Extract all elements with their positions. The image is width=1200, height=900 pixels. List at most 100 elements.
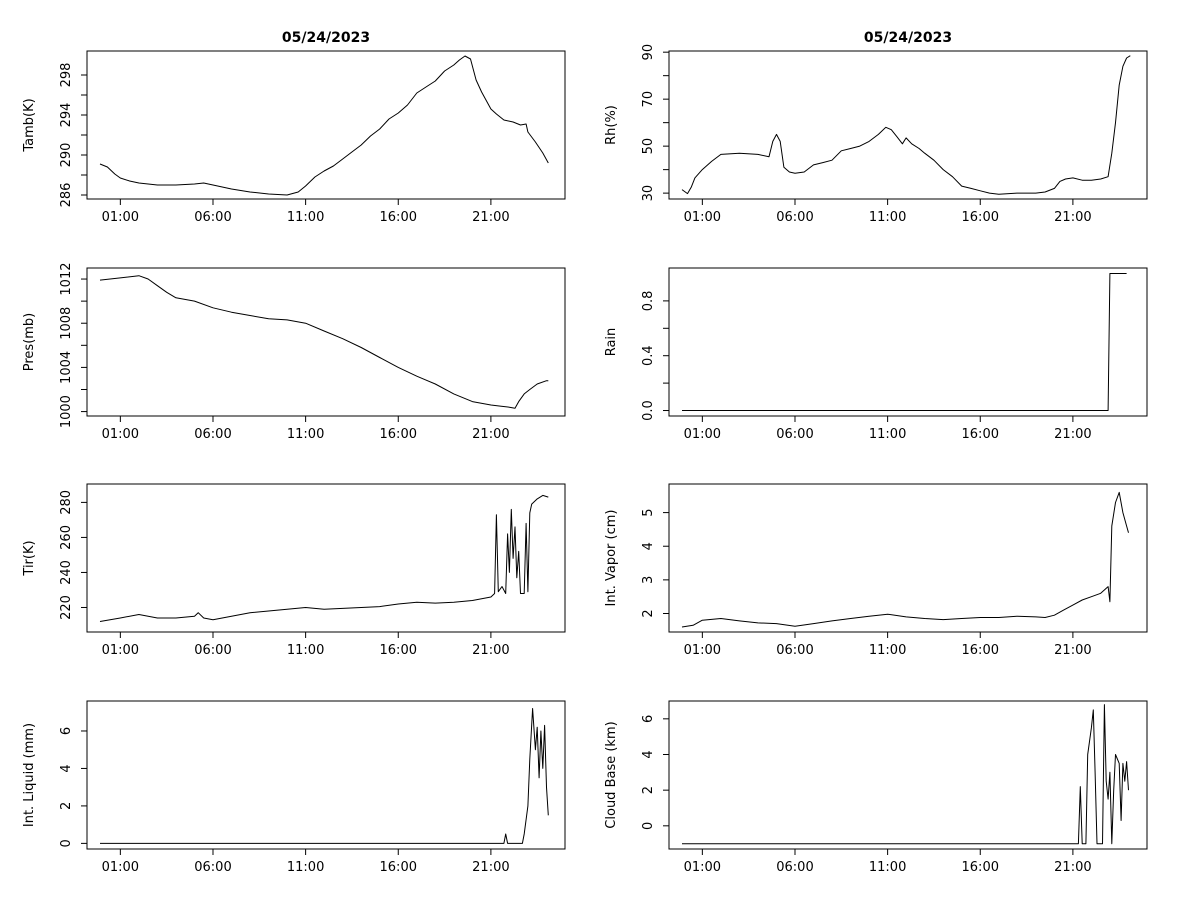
- y-axis-label: Tamb(K): [22, 98, 37, 152]
- x-tick-label: 11:00: [869, 427, 906, 442]
- x-tick-label: 11:00: [869, 860, 906, 875]
- x-tick-label: 11:00: [287, 643, 324, 658]
- plot-frame: [86, 50, 566, 200]
- y-tick-label: 1000: [59, 395, 74, 428]
- x-tick-label: 06:00: [776, 860, 813, 875]
- y-tick-label: 5: [641, 508, 656, 516]
- series-line: [681, 55, 1131, 195]
- y-tick-label: 3: [641, 576, 656, 584]
- x-tick-label: 16:00: [380, 210, 417, 225]
- y-axis-label: Int. Liquid (mm): [22, 723, 37, 827]
- y-axis-label: Rh(%): [604, 105, 619, 145]
- x-tick-label: 11:00: [869, 643, 906, 658]
- y-axis-label: Rain: [604, 328, 619, 357]
- y-tick-label: 50: [641, 138, 656, 155]
- y-tick-label: 1008: [59, 307, 74, 340]
- y-tick-label: 1004: [59, 351, 74, 384]
- x-tick-label: 21:00: [1054, 427, 1091, 442]
- y-tick-label: 4: [59, 764, 74, 772]
- y-axis-label: Int. Vapor (cm): [604, 510, 619, 607]
- y-tick-label: 290: [59, 143, 74, 168]
- x-tick-label: 16:00: [962, 860, 999, 875]
- plot-frame: [668, 267, 1148, 417]
- y-tick-label: 2: [59, 802, 74, 810]
- x-tick-label: 21:00: [472, 427, 509, 442]
- y-tick-label: 280: [59, 490, 74, 515]
- series-line: [681, 491, 1129, 628]
- plot-frame: [86, 483, 566, 633]
- x-tick-label: 11:00: [287, 427, 324, 442]
- series-line: [99, 494, 549, 622]
- y-tick-label: 2: [641, 609, 656, 617]
- y-tick-label: 0.0: [641, 400, 656, 421]
- y-tick-label: 0: [59, 839, 74, 847]
- x-tick-label: 01:00: [102, 860, 139, 875]
- y-tick-label: 0.4: [641, 345, 656, 366]
- y-tick-label: 90: [641, 44, 656, 61]
- panel-2: 05/24/2023 01:00 06:00 11:00 16:00 21:00 30 50 7…: [604, 30, 1148, 225]
- x-tick-label: 11:00: [287, 860, 324, 875]
- x-tick-label: 21:00: [1054, 643, 1091, 658]
- y-tick-label: 1012: [59, 262, 74, 295]
- x-tick-label: 06:00: [776, 427, 813, 442]
- y-tick-label: 260: [59, 525, 74, 550]
- series-line: [99, 55, 549, 196]
- y-axis-label: Cloud Base (km): [604, 721, 619, 828]
- panel-5: 01:00 06:00 11:00 16:00 21:00 220 240 260 280 Tir…: [22, 483, 566, 658]
- x-tick-label: 06:00: [194, 643, 231, 658]
- x-tick-label: 01:00: [684, 643, 721, 658]
- x-tick-label: 21:00: [472, 210, 509, 225]
- x-tick-label: 21:00: [1054, 860, 1091, 875]
- panel-1: 05/24/2023 01:00 06:00 11:00 16:00 21:00 286 29…: [22, 30, 566, 225]
- x-tick-label: 06:00: [194, 860, 231, 875]
- plot-frame: [86, 267, 566, 417]
- panel-title: 05/24/2023: [282, 30, 370, 46]
- x-tick-label: 01:00: [684, 860, 721, 875]
- panel-title: 05/24/2023: [864, 30, 952, 46]
- y-tick-label: 6: [641, 715, 656, 723]
- x-tick-label: 11:00: [869, 210, 906, 225]
- x-tick-label: 21:00: [1054, 210, 1091, 225]
- series-line: [100, 708, 549, 844]
- x-tick-label: 06:00: [776, 210, 813, 225]
- panel-8: 01:00 06:00 11:00 16:00 21:00 0 2 4 6 Cloud Base …: [604, 700, 1148, 875]
- x-tick-label: 16:00: [962, 427, 999, 442]
- x-tick-label: 01:00: [102, 643, 139, 658]
- panel-6: 01:00 06:00 11:00 16:00 21:00 2 3 4 5 Int. Vapor …: [604, 483, 1148, 658]
- y-tick-label: 298: [59, 63, 74, 88]
- plot-frame: [668, 700, 1148, 850]
- x-tick-label: 16:00: [380, 427, 417, 442]
- x-tick-label: 06:00: [194, 427, 231, 442]
- x-tick-label: 16:00: [962, 643, 999, 658]
- plot-frame: [668, 483, 1148, 633]
- x-tick-label: 01:00: [102, 210, 139, 225]
- x-tick-label: 06:00: [194, 210, 231, 225]
- panel-7: 01:00 06:00 11:00 16:00 21:00 0 2 4 6 Int. Liquid…: [22, 700, 566, 875]
- y-tick-label: 0.8: [641, 291, 656, 312]
- y-tick-label: 70: [641, 91, 656, 108]
- y-tick-label: 294: [59, 103, 74, 128]
- series-line: [99, 275, 549, 409]
- plot-frame: [668, 50, 1148, 200]
- y-tick-label: 0: [641, 822, 656, 830]
- y-tick-label: 240: [59, 560, 74, 585]
- y-tick-label: 220: [59, 595, 74, 620]
- y-tick-label: 6: [59, 727, 74, 735]
- x-tick-label: 06:00: [776, 643, 813, 658]
- y-tick-label: 4: [641, 542, 656, 550]
- panel-4: 01:00 06:00 11:00 16:00 21:00 0.0 0.4 0.8 Rain: [604, 267, 1148, 442]
- x-tick-label: 16:00: [962, 210, 999, 225]
- x-tick-label: 01:00: [684, 427, 721, 442]
- y-tick-label: 286: [59, 183, 74, 208]
- x-tick-label: 16:00: [380, 860, 417, 875]
- x-tick-label: 11:00: [287, 210, 324, 225]
- x-tick-label: 01:00: [102, 427, 139, 442]
- x-tick-label: 21:00: [472, 860, 509, 875]
- panel-3: 01:00 06:00 11:00 16:00 21:00 1000 1004 1008 101…: [22, 262, 566, 442]
- y-axis-label: Tir(K): [22, 540, 37, 576]
- x-tick-label: 21:00: [472, 643, 509, 658]
- y-axis-label: Pres(mb): [22, 313, 37, 372]
- y-tick-label: 4: [641, 750, 656, 758]
- y-tick-label: 30: [641, 185, 656, 202]
